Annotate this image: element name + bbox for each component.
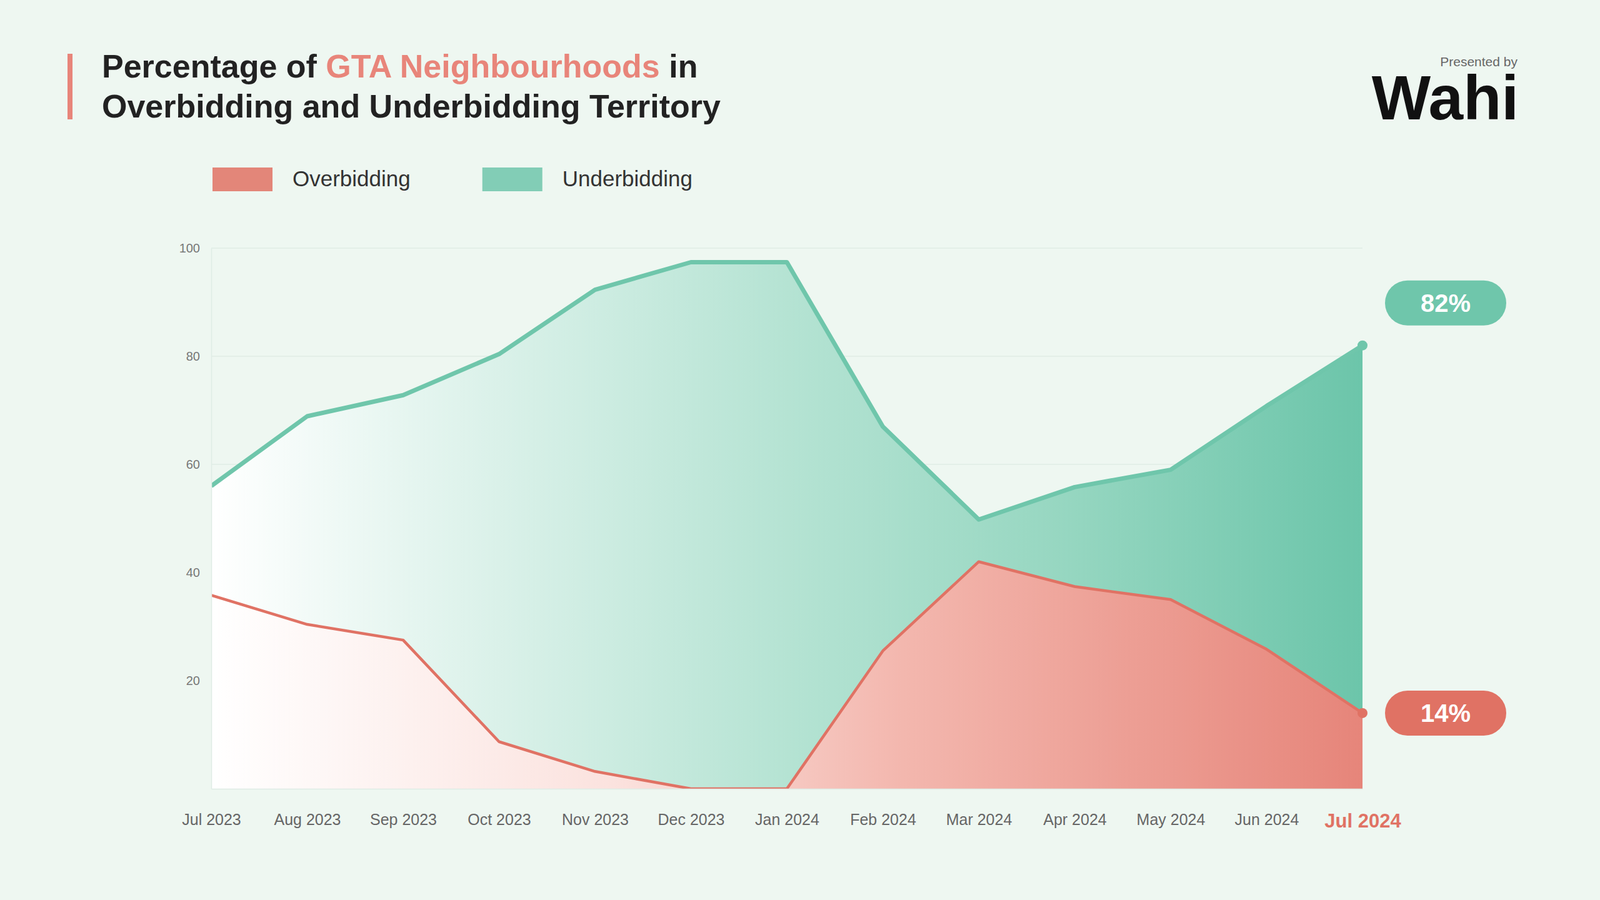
line [211, 561, 1363, 789]
annotation-label: 82% [1420, 289, 1471, 317]
tick-label: Mar 2024 [946, 810, 1013, 829]
x-axis: Jul 2023 Aug 2023 Sep 2023 Oct 2023 Nov 2023… [181, 788, 1402, 832]
legend: Overbidding Underbidding [212, 166, 693, 192]
annotation-pill [1385, 280, 1507, 326]
title: Percentage of GTA Neighbourhoods in [101, 48, 698, 85]
tick-label: 20 [186, 673, 200, 688]
tick-label: Jan 2024 [755, 810, 820, 829]
tick: Jul 2023 [181, 788, 242, 829]
chart: Percentage of GTA Neighbourhoods inOverb… [0, 0, 1600, 900]
tick-label: 80 [186, 349, 200, 364]
end-dot [1357, 340, 1368, 351]
axis-line [211, 788, 1364, 790]
tick-label: Nov 2023 [561, 810, 629, 829]
grid-line [211, 247, 1363, 249]
tick: 40 [186, 565, 212, 580]
legend-swatch [212, 167, 273, 192]
axis-line [211, 248, 213, 790]
tick: 80 [186, 349, 212, 364]
annotation: 82% [1385, 280, 1507, 326]
tick-label: 60 [186, 457, 200, 472]
tick-label: May 2024 [1136, 810, 1206, 829]
tick-label: Apr 2024 [1043, 810, 1107, 829]
tick: Mar 2024 [946, 788, 1013, 829]
title: Overbidding and Underbidding Territory [101, 88, 721, 125]
tick-label: 40 [186, 565, 200, 580]
tick-label: Feb 2024 [850, 810, 917, 829]
tick: Jun 2024 [1235, 788, 1300, 829]
tick-label: Dec 2023 [657, 810, 725, 829]
tick: Oct 2023 [467, 788, 531, 829]
tick-label: Jul 2023 [181, 810, 242, 829]
tick: Jan 2024 [755, 788, 820, 829]
tick: Nov 2023 [561, 788, 629, 829]
tick-label: Sep 2023 [370, 810, 437, 829]
area [211, 261, 1363, 789]
tick: Feb 2024 [850, 788, 917, 829]
plot-area [211, 261, 1363, 789]
area [211, 561, 1363, 789]
tick-label: 100 [179, 241, 200, 255]
y-axis: 20 40 60 80 100 [179, 241, 212, 790]
tick: 60 [186, 457, 212, 472]
tick: Aug 2023 [273, 788, 341, 829]
tick: 100 [179, 241, 212, 255]
background [0, 0, 1600, 900]
tick-label: Aug 2023 [273, 810, 341, 829]
annotation-pill [1385, 690, 1507, 736]
tick: Sep 2023 [370, 788, 437, 829]
tick: Dec 2023 [657, 788, 725, 829]
tick: Jul 2024 [1324, 788, 1402, 832]
credit-brand: Wahi [1371, 62, 1519, 133]
tick-label: Jul 2024 [1324, 810, 1402, 832]
tick: Apr 2024 [1043, 788, 1107, 829]
tick: 20 [186, 673, 212, 688]
legend-label: Underbidding [562, 166, 693, 191]
tick: May 2024 [1136, 788, 1206, 829]
legend-swatch [482, 167, 543, 192]
tick-label: Jun 2024 [1235, 810, 1300, 829]
annotation: 14% [1385, 690, 1507, 736]
line [211, 261, 1363, 520]
tick-label: Oct 2023 [467, 810, 531, 829]
end-dot [1357, 708, 1368, 719]
legend-label: Overbidding [292, 166, 411, 191]
title-accent [67, 53, 73, 120]
annotation-label: 14% [1420, 699, 1471, 727]
